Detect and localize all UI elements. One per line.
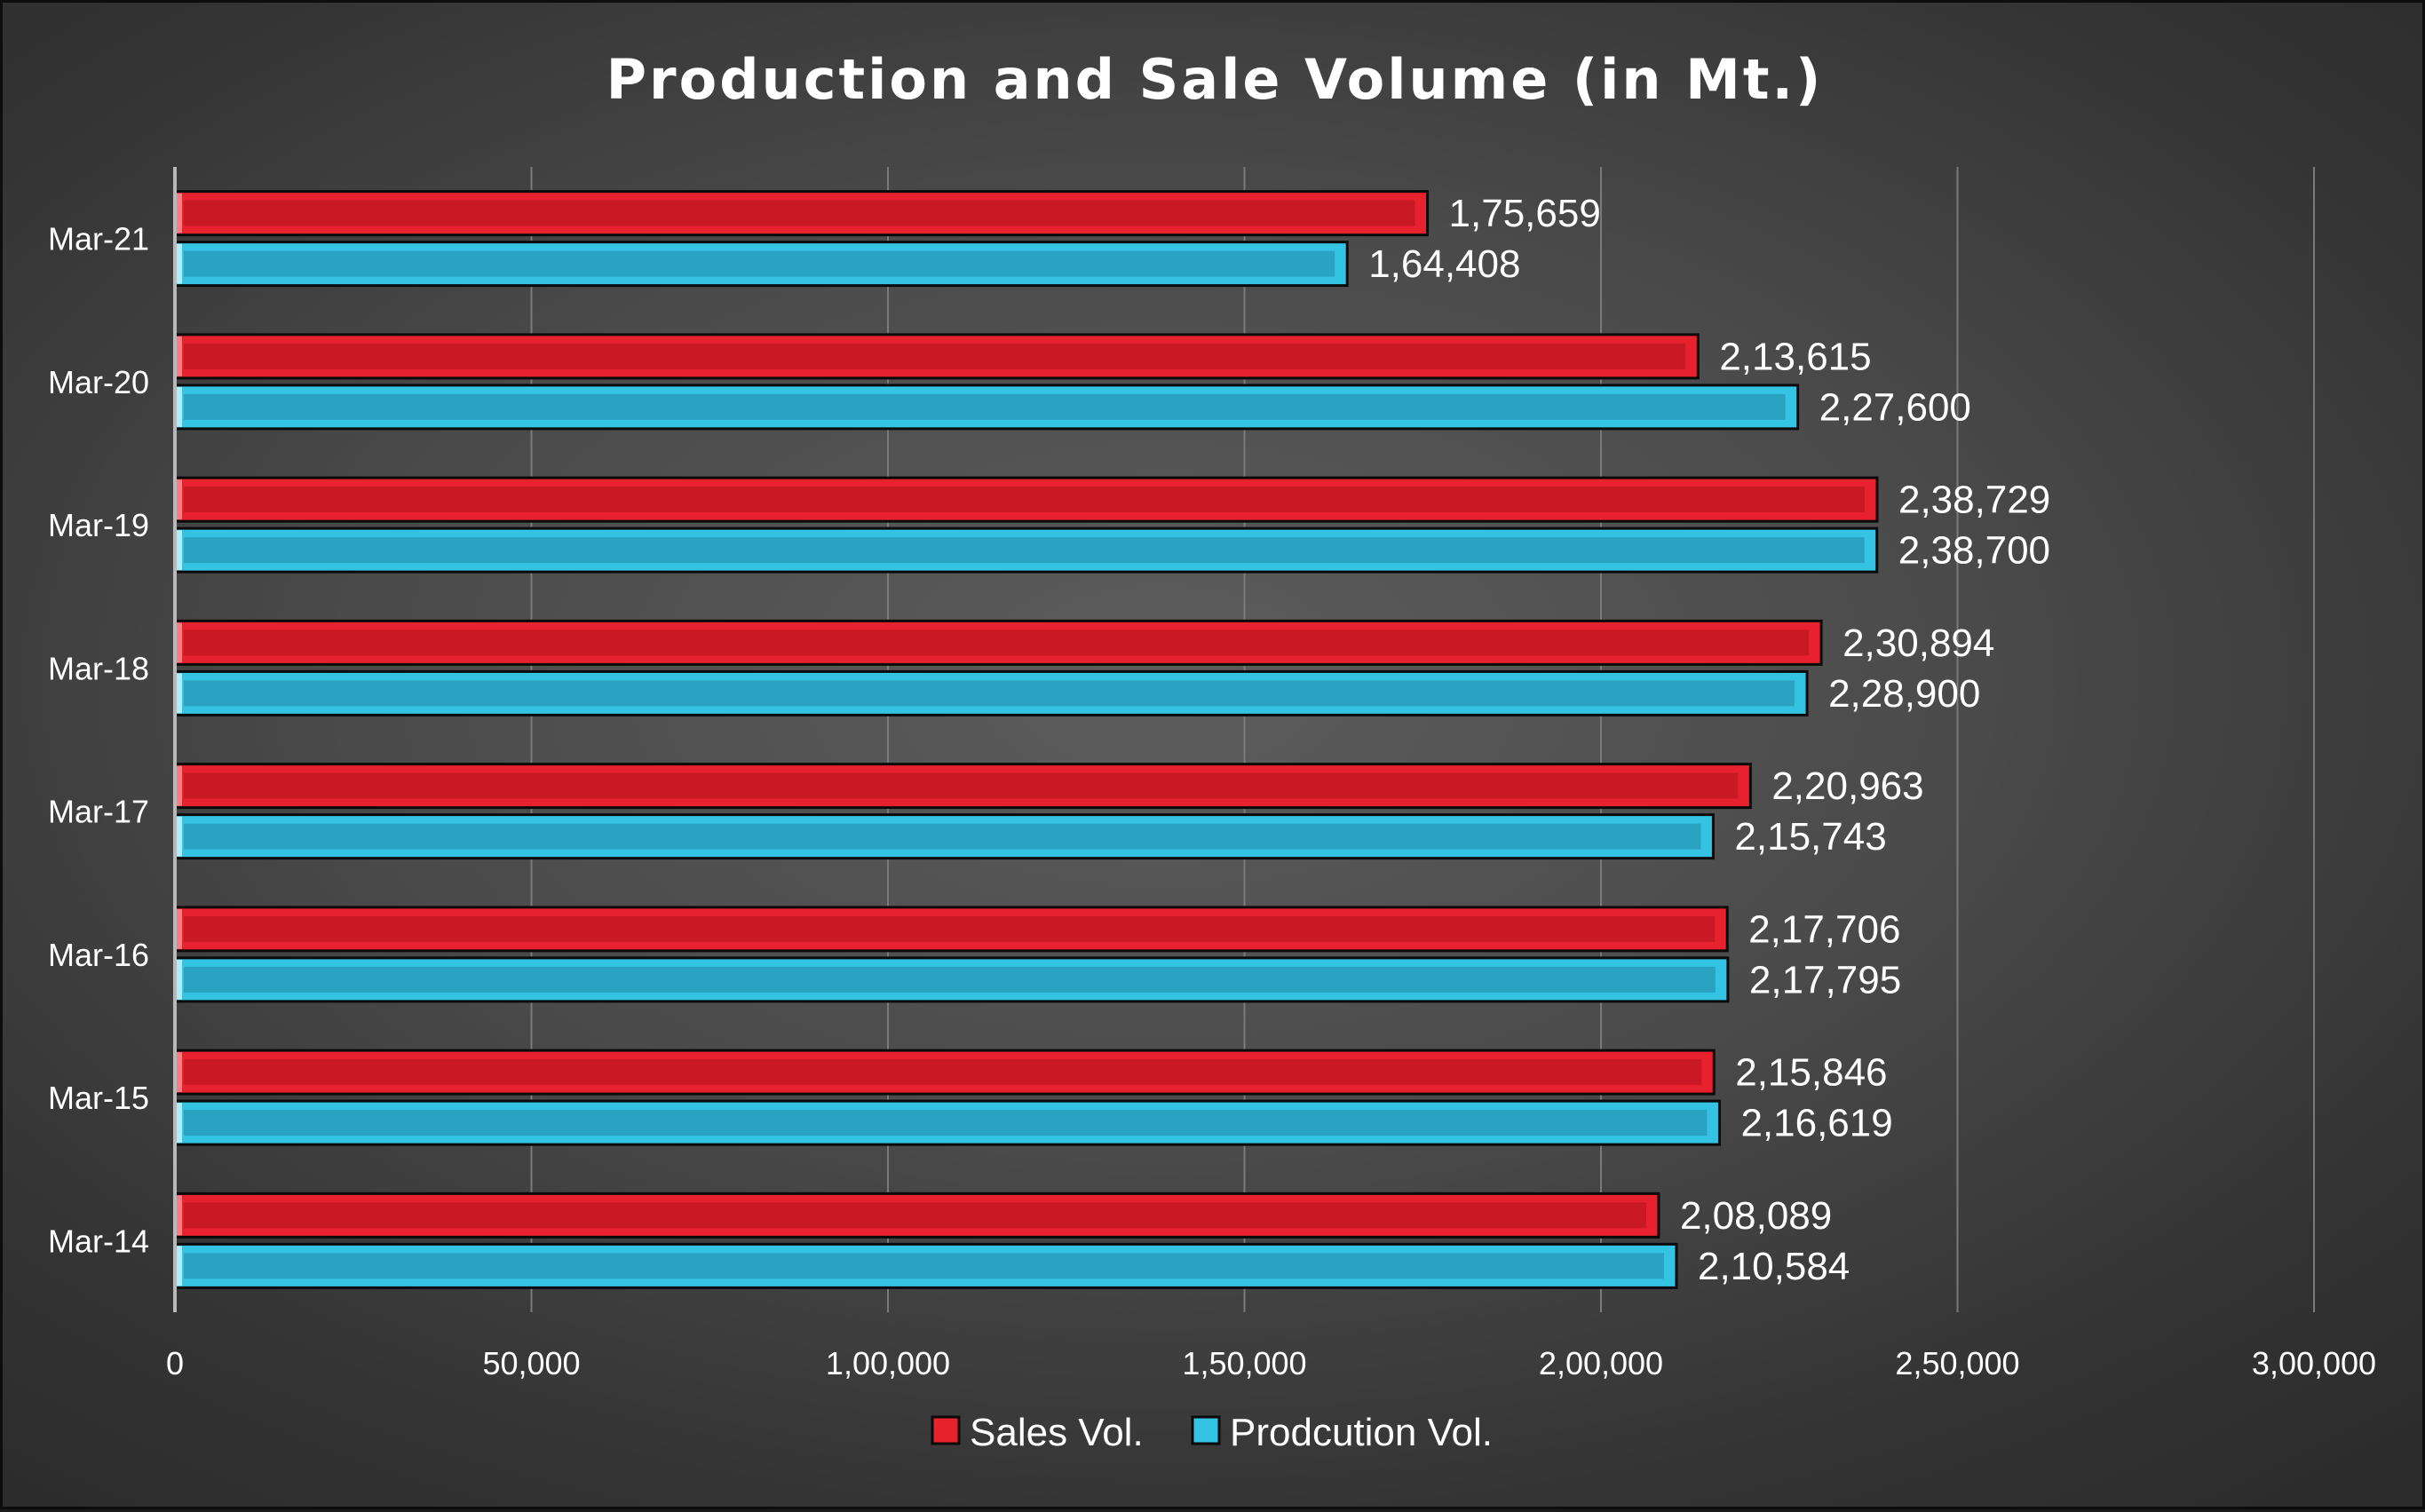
data-label: 2,28,900 (1828, 672, 1980, 716)
data-label: 2,10,584 (1698, 1245, 1850, 1288)
x-tick-label: 2,50,000 (1895, 1345, 2019, 1381)
x-tick-label: 1,50,000 (1182, 1345, 1306, 1381)
category-label: Mar-17 (48, 794, 149, 830)
bar-edge (176, 530, 182, 571)
x-tick-label: 2,00,000 (1539, 1345, 1663, 1381)
bar-bevel (184, 200, 1415, 226)
bar-bevel (184, 393, 1786, 420)
category-label: Mar-21 (48, 221, 149, 257)
legend-swatch (931, 1415, 961, 1445)
category-label: Mar-20 (48, 364, 149, 400)
bar-bevel (184, 1253, 1664, 1279)
category-label: Mar-19 (48, 507, 149, 543)
category-labels: Mar-21 Mar-20 Mar-19 Mar-18 Mar-17 Mar-16 Mar-… (48, 221, 149, 1260)
bar-bevel (184, 250, 1335, 277)
chart-title: Production and Sale Volume (in Mt.) (606, 47, 1824, 112)
bar-edge (176, 816, 182, 857)
data-label: 2,16,619 (1740, 1102, 1892, 1145)
bar-edge (176, 386, 182, 427)
bar-edge (176, 243, 182, 284)
bar-edge (176, 1195, 182, 1236)
data-label: 2,17,795 (1749, 958, 1901, 1001)
bar-bevel (184, 343, 1686, 369)
data-label: 2,15,743 (1734, 815, 1886, 859)
bar-edge (176, 1052, 182, 1093)
bar-edge (176, 336, 182, 376)
bar-bevel (184, 629, 1810, 656)
bars (173, 190, 1879, 1289)
bar-edge (176, 673, 182, 714)
bar-edge (176, 622, 182, 663)
x-tick-label: 1,00,000 (826, 1345, 950, 1381)
bar-edge (176, 1103, 182, 1144)
bar-edge (176, 765, 182, 806)
bar-bevel (184, 537, 1865, 564)
bar-bevel (184, 680, 1795, 707)
data-label: 1,75,659 (1449, 192, 1601, 235)
category-label: Mar-18 (48, 650, 149, 686)
bar-edge (176, 479, 182, 520)
bar-edge (176, 959, 182, 1000)
bar-edge (176, 908, 182, 949)
bar-edge (176, 193, 182, 234)
chart-svg: Production and Sale Volume (in Mt.) Mar-… (48, 47, 2376, 1454)
data-label: 2,20,963 (1771, 764, 1923, 808)
data-labels: 1,75,659 1,64,408 2,13,615 2,27,600 2,38,729… (1368, 192, 2050, 1288)
data-label: 2,13,615 (1719, 335, 1871, 378)
x-tick-label: 0 (166, 1345, 184, 1381)
category-label: Mar-14 (48, 1223, 149, 1259)
legend-swatch (1191, 1415, 1221, 1445)
bar-bevel (184, 1059, 1702, 1086)
bar-bevel (184, 915, 1716, 942)
data-label: 2,30,894 (1843, 621, 1994, 665)
legend: Sales Vol. Prodcution Vol. (931, 1411, 1493, 1454)
data-label: 1,64,408 (1368, 242, 1520, 286)
bar-bevel (184, 1202, 1646, 1229)
bar-bevel (184, 966, 1716, 993)
category-label: Mar-15 (48, 1080, 149, 1116)
x-tick-label: 3,00,000 (2252, 1345, 2376, 1381)
legend-label: Sales Vol. (970, 1411, 1144, 1454)
x-tick-labels: 0 50,000 1,00,000 1,50,000 2,00,000 2,50,000 3… (166, 1345, 2376, 1381)
data-label: 2,38,700 (1898, 529, 2050, 573)
data-label: 2,38,729 (1898, 479, 2050, 522)
bar-bevel (184, 1110, 1708, 1136)
data-label: 2,27,600 (1819, 385, 1971, 429)
x-tick-label: 50,000 (482, 1345, 580, 1381)
bar-bevel (184, 823, 1701, 850)
legend-label: Prodcution Vol. (1230, 1411, 1493, 1454)
data-label: 2,08,089 (1680, 1194, 1832, 1238)
bar-bevel (184, 772, 1739, 799)
data-label: 2,15,846 (1735, 1051, 1887, 1095)
data-label: 2,17,706 (1748, 907, 1900, 951)
category-label: Mar-16 (48, 937, 149, 973)
bar-bevel (184, 487, 1865, 513)
bar-edge (176, 1246, 182, 1286)
